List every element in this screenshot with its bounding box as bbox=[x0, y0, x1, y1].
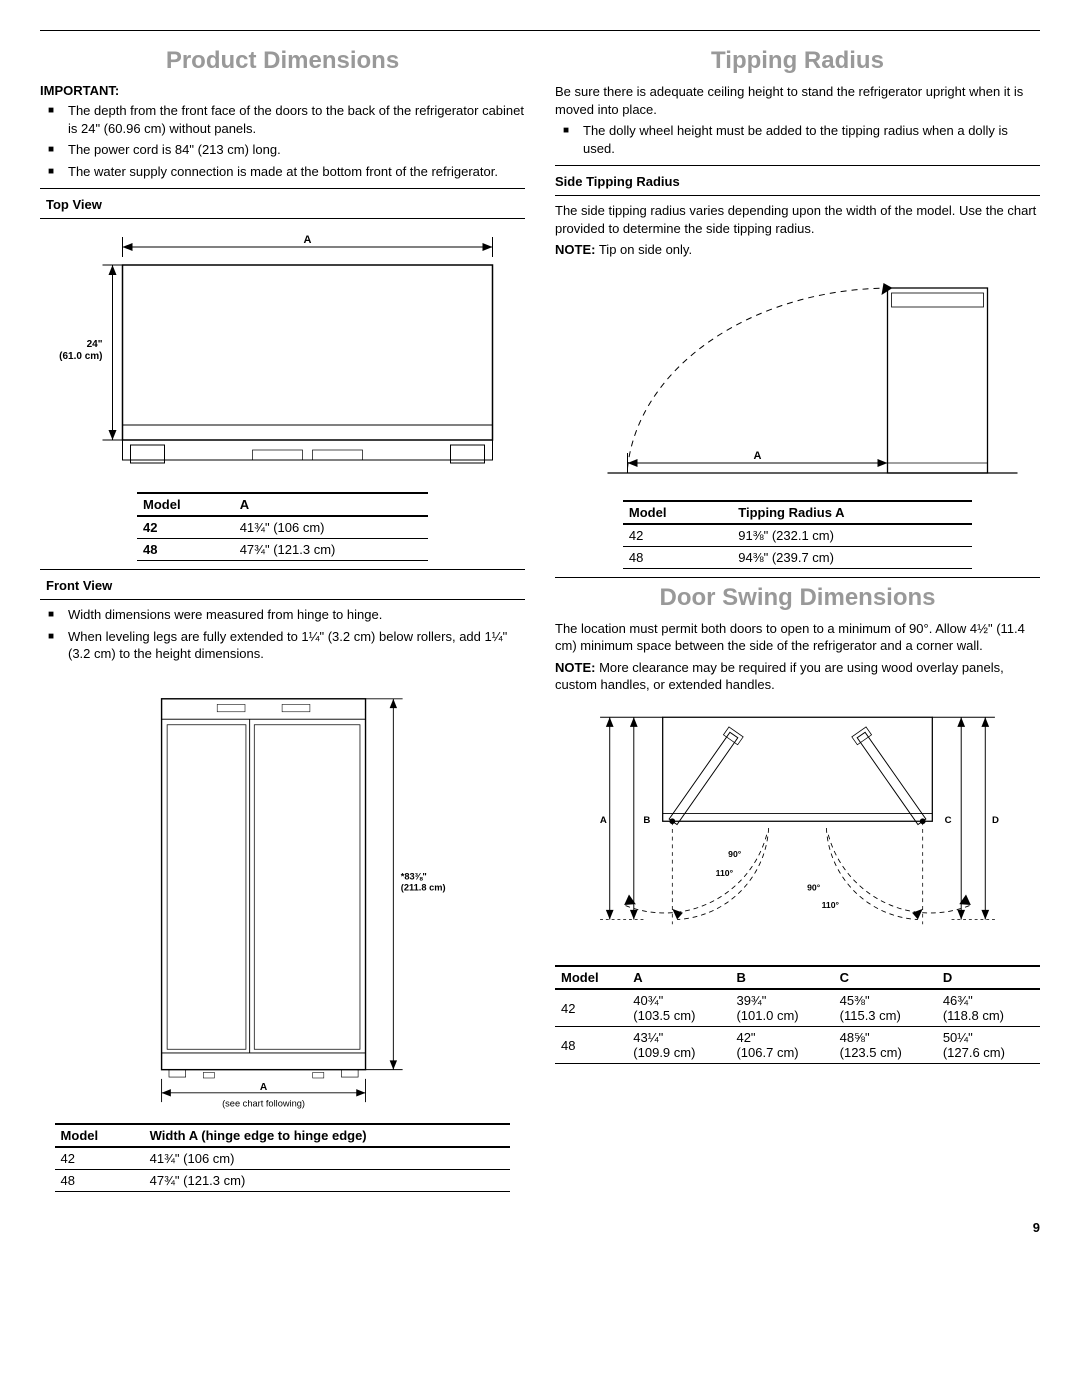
th-c: C bbox=[834, 966, 937, 989]
th-a: A bbox=[627, 966, 730, 989]
td: 42 bbox=[137, 516, 234, 539]
tipping-diagram: A bbox=[555, 263, 1040, 496]
note-text: More clearance may be required if you ar… bbox=[555, 660, 1004, 693]
tipping-intro: Be sure there is adequate ceiling height… bbox=[555, 83, 1040, 118]
side-tipping-text: The side tipping radius varies depending… bbox=[555, 202, 1040, 237]
td: 48 bbox=[137, 539, 234, 561]
two-column-layout: Product Dimensions IMPORTANT: The depth … bbox=[40, 43, 1040, 1200]
top-view-label: Top View bbox=[46, 197, 525, 212]
td: 43¼" (109.9 cm) bbox=[627, 1027, 730, 1064]
th-tipping-a: Tipping Radius A bbox=[732, 501, 972, 524]
td: 41¾" (106 cm) bbox=[234, 516, 428, 539]
left-column: Product Dimensions IMPORTANT: The depth … bbox=[40, 43, 525, 1200]
dim-d: D bbox=[992, 815, 999, 826]
td: 94⅜" (239.7 cm) bbox=[732, 546, 972, 568]
door-swing-diagram: 90° 110° 90° 110° bbox=[555, 698, 1040, 961]
td: 48 bbox=[55, 1169, 144, 1191]
angle-110: 110° bbox=[716, 868, 734, 878]
tipping-bullets: The dolly wheel height must be added to … bbox=[555, 122, 1040, 157]
td: 48⅝" (123.5 cm) bbox=[834, 1027, 937, 1064]
th-d: D bbox=[937, 966, 1040, 989]
td: 40¾" (103.5 cm) bbox=[627, 989, 730, 1027]
td: 45⅜" (115.3 cm) bbox=[834, 989, 937, 1027]
dim-c: C bbox=[945, 815, 952, 826]
td: 46¾" (118.8 cm) bbox=[937, 989, 1040, 1027]
td: 47¾" (121.3 cm) bbox=[144, 1169, 511, 1191]
angle-110-r: 110° bbox=[822, 900, 840, 910]
td: 39¾" (101.0 cm) bbox=[730, 989, 833, 1027]
th-model: Model bbox=[137, 493, 234, 516]
page-number: 9 bbox=[40, 1220, 1040, 1235]
th-b: B bbox=[730, 966, 833, 989]
height-label-1: *83⅜" bbox=[401, 871, 427, 881]
td: 91⅜" (232.1 cm) bbox=[732, 524, 972, 547]
td: 42" (106.7 cm) bbox=[730, 1027, 833, 1064]
td: 41¾" (106 cm) bbox=[144, 1147, 511, 1170]
door-swing-table: Model A B C D 42 40¾" (103.5 cm) 39¾" (1… bbox=[555, 965, 1040, 1064]
th-a: A bbox=[234, 493, 428, 516]
important-bullet: The water supply connection is made at t… bbox=[40, 163, 525, 181]
front-bullet: When leveling legs are fully extended to… bbox=[40, 628, 525, 663]
side-tipping-label: Side Tipping Radius bbox=[555, 174, 1040, 189]
th-model: Model bbox=[55, 1124, 144, 1147]
front-view-diagram: *83⅜" (211.8 cm) A (see chart following) bbox=[40, 671, 525, 1119]
th-model: Model bbox=[623, 501, 732, 524]
tipping-table: Model Tipping Radius A 4291⅜" (232.1 cm)… bbox=[623, 500, 972, 569]
front-view-label: Front View bbox=[46, 578, 525, 593]
height-label-2: (211.8 cm) bbox=[401, 883, 446, 893]
top-view-table: Model A 4241¾" (106 cm) 4847¾" (121.3 cm… bbox=[137, 492, 428, 561]
dim-a: A bbox=[600, 815, 607, 826]
front-bullet: Width dimensions were measured from hing… bbox=[40, 606, 525, 624]
front-view-bullets: Width dimensions were measured from hing… bbox=[40, 606, 525, 663]
depth-label-2: (61.0 cm) bbox=[59, 351, 102, 362]
note-label: NOTE: bbox=[555, 242, 595, 257]
important-label: IMPORTANT: bbox=[40, 83, 119, 98]
front-view-table: Model Width A (hinge edge to hinge edge)… bbox=[55, 1123, 511, 1192]
td: 47¾" (121.3 cm) bbox=[234, 539, 428, 561]
page-top-rule bbox=[40, 30, 1040, 31]
td: 42 bbox=[623, 524, 732, 547]
door-note: NOTE: More clearance may be required if … bbox=[555, 659, 1040, 694]
tipping-a-label: A bbox=[754, 450, 762, 462]
angle-90-r: 90° bbox=[807, 883, 821, 893]
side-tipping-note: NOTE: Tip on side only. bbox=[555, 241, 1040, 259]
td: 42 bbox=[55, 1147, 144, 1170]
important-bullets: The depth from the front face of the doo… bbox=[40, 102, 525, 180]
td: 48 bbox=[555, 1027, 627, 1064]
door-intro: The location must permit both doors to o… bbox=[555, 620, 1040, 655]
tipping-radius-heading: Tipping Radius bbox=[555, 47, 1040, 75]
td: 50¼" (127.6 cm) bbox=[937, 1027, 1040, 1064]
door-swing-heading: Door Swing Dimensions bbox=[555, 584, 1040, 612]
dim-b: B bbox=[643, 815, 650, 826]
td: 48 bbox=[623, 546, 732, 568]
dim-a-label: A bbox=[304, 234, 312, 246]
front-width-a: A bbox=[260, 1082, 268, 1093]
th-width-a: Width A (hinge edge to hinge edge) bbox=[144, 1124, 511, 1147]
note-text: Tip on side only. bbox=[599, 242, 692, 257]
tipping-bullet: The dolly wheel height must be added to … bbox=[555, 122, 1040, 157]
top-view-diagram: A 24" (61.0 cm) bbox=[40, 225, 525, 488]
see-chart: (see chart following) bbox=[222, 1099, 305, 1109]
right-column: Tipping Radius Be sure there is adequate… bbox=[555, 43, 1040, 1200]
important-block: IMPORTANT: The depth from the front face… bbox=[40, 83, 525, 180]
angle-90: 90° bbox=[728, 849, 742, 859]
depth-label-1: 24" bbox=[87, 339, 103, 350]
th-model: Model bbox=[555, 966, 627, 989]
td: 42 bbox=[555, 989, 627, 1027]
note-label: NOTE: bbox=[555, 660, 595, 675]
product-dimensions-heading: Product Dimensions bbox=[40, 47, 525, 75]
important-bullet: The depth from the front face of the doo… bbox=[40, 102, 525, 137]
important-bullet: The power cord is 84" (213 cm) long. bbox=[40, 141, 525, 159]
